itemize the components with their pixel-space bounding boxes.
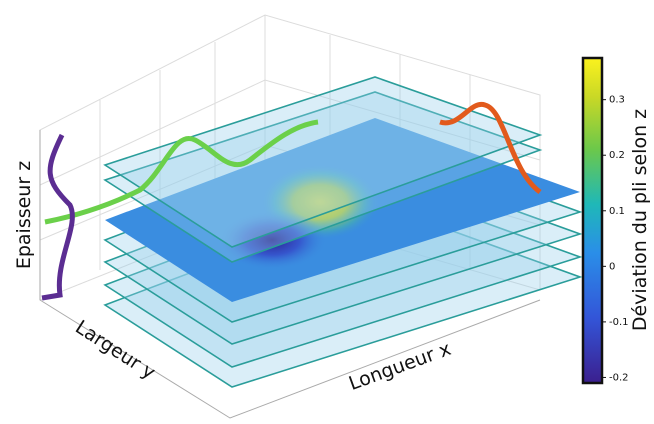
z-label: Epaisseur z — [13, 161, 35, 269]
colorbar-tick-label: 0 — [609, 261, 615, 272]
chart: Epaisseur z Largeur y Longueur x Déviati… — [0, 0, 654, 424]
colorbar-tick-label: 0.3 — [609, 95, 625, 106]
colorbar-tick-label: -0.2 — [609, 372, 629, 383]
colorbar-tick-label: 0.1 — [609, 206, 625, 217]
colorbar-tick-label: 0.2 — [609, 150, 625, 161]
colorbar-tick-label: -0.1 — [609, 317, 629, 328]
colorbar — [583, 58, 602, 383]
colorbar-label: Déviation du pli selon z — [629, 109, 651, 331]
